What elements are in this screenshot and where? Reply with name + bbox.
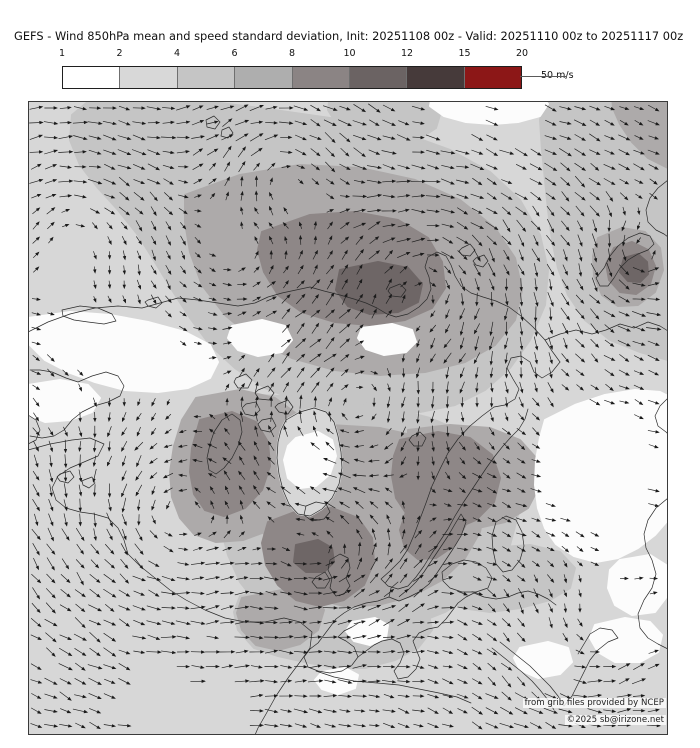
coastline-na-mainland	[28, 437, 313, 735]
coastline-iceland	[303, 501, 331, 522]
stdev-region-l4	[335, 261, 423, 315]
coastline-layer	[28, 115, 668, 735]
coastline-severnaya-2	[472, 254, 489, 268]
stdev-region-white	[534, 389, 668, 563]
coastline-red-sea-b	[499, 641, 565, 707]
stdev-region-white	[227, 319, 293, 357]
colorbar-scale	[62, 66, 522, 89]
map-frame	[28, 101, 668, 735]
colorbar-tick: 12	[400, 48, 414, 59]
stdev-region-white	[283, 431, 337, 489]
colorbar-segment-4-6	[177, 67, 236, 88]
coastline-aleutian-1	[56, 470, 75, 484]
coastline-kamchatka-edge	[645, 179, 668, 238]
coastline-europe-west	[303, 596, 390, 674]
coastline-severnaya-1	[458, 243, 476, 257]
colorbar-segment-2-4	[120, 67, 178, 88]
coastline-novaya-zemlya	[595, 232, 655, 287]
coastline-coastal-island	[61, 305, 117, 325]
coastline-right-edge-coast	[654, 397, 668, 435]
colorbar-tick: 2	[116, 48, 123, 59]
colorbar-tick: 1	[58, 48, 66, 59]
stdev-region-white	[429, 101, 549, 125]
stdev-region-l3	[399, 491, 467, 560]
map-panel	[28, 101, 668, 735]
coastline-ireland	[311, 571, 331, 589]
stdev-region-l2	[611, 101, 668, 169]
coastline-wrangel	[144, 296, 163, 309]
coastline-alaska	[29, 369, 125, 439]
coastline-black-sea	[441, 559, 493, 593]
stdev-region-l3	[189, 411, 271, 517]
stdev-region-white	[28, 379, 101, 423]
colorbar-tick: 10	[343, 48, 356, 59]
stdev-region-l4	[293, 539, 335, 573]
coastline-uk	[327, 553, 351, 597]
page-title: GEFS - Wind 850hPa mean and speed standa…	[14, 29, 684, 43]
wind-arrows	[29, 103, 662, 730]
colorbar-tick: 8	[288, 48, 296, 59]
stdev-region-white	[513, 641, 573, 679]
colorbar-segment-12-15	[407, 67, 465, 88]
stdev-region-white	[607, 554, 668, 616]
coastline-caspian-sea	[491, 515, 525, 573]
stdev-region-white	[345, 617, 389, 646]
colorbar-segment-1-2	[63, 67, 121, 88]
colorbar-tick: 20	[515, 48, 529, 59]
coastline-caspian-east-coast	[637, 497, 668, 650]
shading-layer	[28, 101, 668, 695]
attribution-copyright: ©2025 sb@irizone.net	[564, 715, 666, 725]
map-svg	[28, 101, 668, 735]
stdev-region-white	[28, 311, 219, 393]
coastline-arabia-gulf	[563, 627, 619, 707]
coastline-white-sea-scandinavia	[380, 355, 561, 590]
colorbar-tick: 4	[173, 48, 181, 59]
coastline-arctic-island-5	[257, 417, 277, 433]
coastline-arctic-coast-main	[28, 251, 561, 363]
coastline-new-siberian	[387, 283, 407, 298]
quiver-key-label: 50 m/s	[541, 70, 574, 81]
quiver-key-line	[520, 76, 567, 77]
colorbar-tick: 6	[231, 48, 238, 59]
colorbar-segment-10-12	[349, 67, 408, 88]
coastline-med-north-italy	[357, 590, 557, 680]
coastline-arctic-island-2	[254, 385, 275, 401]
coastline-svalbard	[408, 431, 427, 447]
attribution-source: from grib files provided by NCEP	[522, 698, 666, 708]
colorbar-segment-8-10	[292, 67, 350, 88]
coastline-top-islands-a	[205, 115, 221, 130]
coastline-aleutian-2	[81, 476, 96, 489]
wind-arrows-layer	[29, 103, 662, 730]
coastline-arctic-island-3	[274, 399, 294, 415]
coastline-med-south	[315, 670, 472, 704]
coastline-baltic-denmark	[388, 513, 467, 602]
coastline-arctic-island-1	[233, 373, 253, 389]
coastline-arctic-island-4	[241, 401, 261, 417]
colorbar-segment-15-20	[464, 67, 521, 88]
colorbar-tick: 15	[458, 48, 471, 59]
colorbar-segment-6-8	[235, 67, 293, 88]
